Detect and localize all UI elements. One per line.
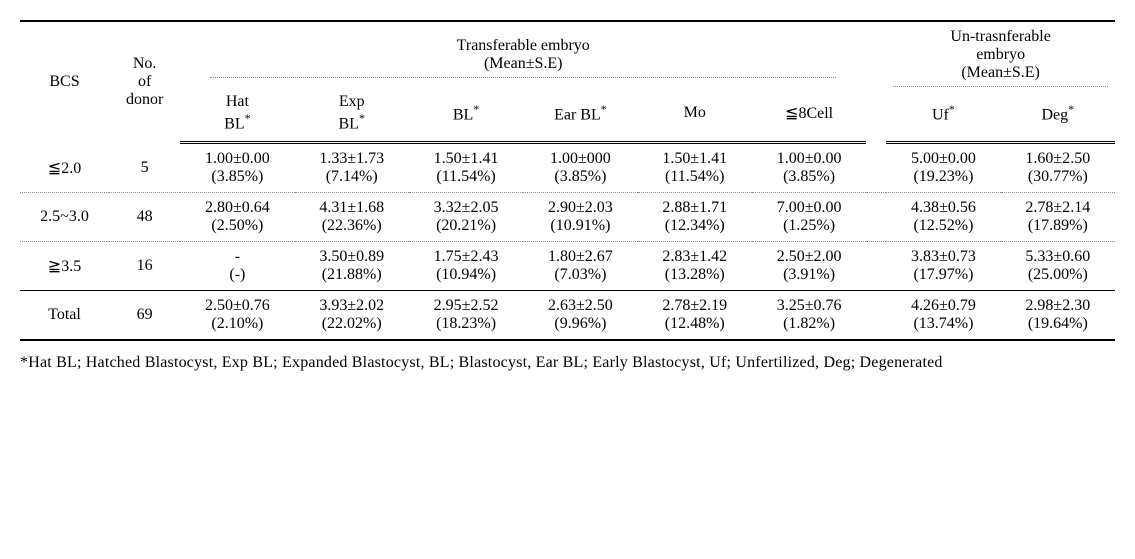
cell-cell8: 3.25±0.76(1.82%)	[752, 291, 866, 341]
col-deg: Deg*	[1001, 87, 1115, 143]
cell-hatbl: -(-)	[180, 242, 294, 291]
cell-bcs: ≦2.0	[20, 143, 109, 193]
cell-earbl: 1.00±000(3.85%)	[523, 143, 637, 193]
cell-donor: 16	[109, 242, 180, 291]
cell-deg: 2.78±2.14(17.89%)	[1001, 193, 1115, 242]
col-bl: BL*	[409, 87, 523, 143]
cell-deg: 5.33±0.60(25.00%)	[1001, 242, 1115, 291]
table-row: ≦2.051.00±0.00(3.85%)1.33±1.73(7.14%)1.5…	[20, 143, 1115, 193]
cell-expbl: 3.50±0.89(21.88%)	[295, 242, 409, 291]
cell-mo: 1.50±1.41(11.54%)	[638, 143, 752, 193]
group-untransferable: Un-trasnferable embryo (Mean±S.E)	[886, 21, 1115, 87]
cell-bl: 1.75±2.43(10.94%)	[409, 242, 523, 291]
col-expbl: Exp BL*	[295, 87, 409, 143]
table-row: ≧3.516-(-)3.50±0.89(21.88%)1.75±2.43(10.…	[20, 242, 1115, 291]
embryo-table: BCS No. of donor Transferable embryo (Me…	[20, 20, 1115, 341]
col-bcs: BCS	[20, 21, 109, 143]
cell-mo: 2.78±2.19(12.48%)	[638, 291, 752, 341]
cell-hatbl: 1.00±0.00(3.85%)	[180, 143, 294, 193]
column-gap	[866, 242, 886, 291]
cell-expbl: 3.93±2.02(22.02%)	[295, 291, 409, 341]
cell-deg: 2.98±2.30(19.64%)	[1001, 291, 1115, 341]
table-body: ≦2.051.00±0.00(3.85%)1.33±1.73(7.14%)1.5…	[20, 143, 1115, 341]
cell-uf: 3.83±0.73(17.97%)	[886, 242, 1000, 291]
cell-expbl: 1.33±1.73(7.14%)	[295, 143, 409, 193]
column-gap	[866, 143, 886, 193]
column-gap	[866, 291, 886, 341]
cell-bl: 1.50±1.41(11.54%)	[409, 143, 523, 193]
cell-cell8: 1.00±0.00(3.85%)	[752, 143, 866, 193]
col-earbl: Ear BL*	[523, 87, 637, 143]
group-transferable: Transferable embryo (Mean±S.E)	[180, 21, 866, 87]
cell-uf: 5.00±0.00(19.23%)	[886, 143, 1000, 193]
col-donor: No. of donor	[109, 21, 180, 143]
cell-earbl: 2.90±2.03(10.91%)	[523, 193, 637, 242]
cell-hatbl: 2.80±0.64(2.50%)	[180, 193, 294, 242]
cell-earbl: 1.80±2.67(7.03%)	[523, 242, 637, 291]
table-row: 2.5~3.0482.80±0.64(2.50%)4.31±1.68(22.36…	[20, 193, 1115, 242]
cell-earbl: 2.63±2.50(9.96%)	[523, 291, 637, 341]
cell-bcs: 2.5~3.0	[20, 193, 109, 242]
col-mo: Mo	[638, 87, 752, 143]
table-row: Total692.50±0.76(2.10%)3.93±2.02(22.02%)…	[20, 291, 1115, 341]
cell-deg: 1.60±2.50(30.77%)	[1001, 143, 1115, 193]
column-gap	[866, 21, 886, 143]
col-8cell: ≦8Cell	[752, 87, 866, 143]
cell-hatbl: 2.50±0.76(2.10%)	[180, 291, 294, 341]
cell-uf: 4.26±0.79(13.74%)	[886, 291, 1000, 341]
table-footnote: *Hat BL; Hatched Blastocyst, Exp BL; Exp…	[20, 349, 1115, 376]
cell-bcs: Total	[20, 291, 109, 341]
column-gap	[866, 193, 886, 242]
cell-bcs: ≧3.5	[20, 242, 109, 291]
col-uf: Uf*	[886, 87, 1000, 143]
col-hatbl: Hat BL*	[180, 87, 294, 143]
cell-cell8: 7.00±0.00(1.25%)	[752, 193, 866, 242]
cell-donor: 5	[109, 143, 180, 193]
cell-bl: 2.95±2.52(18.23%)	[409, 291, 523, 341]
cell-cell8: 2.50±2.00(3.91%)	[752, 242, 866, 291]
cell-bl: 3.32±2.05(20.21%)	[409, 193, 523, 242]
cell-donor: 48	[109, 193, 180, 242]
cell-expbl: 4.31±1.68(22.36%)	[295, 193, 409, 242]
cell-mo: 2.88±1.71(12.34%)	[638, 193, 752, 242]
cell-donor: 69	[109, 291, 180, 341]
cell-mo: 2.83±1.42(13.28%)	[638, 242, 752, 291]
cell-uf: 4.38±0.56(12.52%)	[886, 193, 1000, 242]
